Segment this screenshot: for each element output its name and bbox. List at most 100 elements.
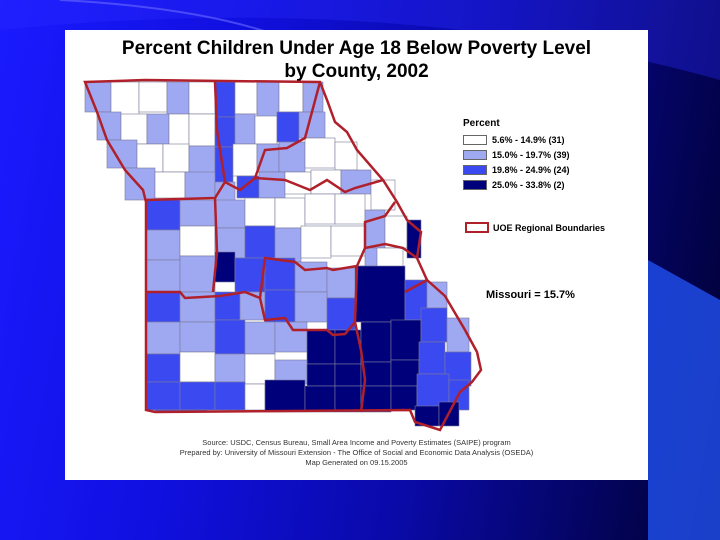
- legend-item-2: 15.0% - 19.7% (39): [463, 149, 570, 161]
- county-tile: [284, 171, 312, 195]
- county-tile: [244, 197, 276, 227]
- county-tile: [258, 171, 286, 199]
- county-tile: [136, 143, 164, 173]
- county-tile: [146, 113, 170, 145]
- county-tile: [306, 363, 336, 387]
- legend-label-4: 25.0% - 33.8% (2): [492, 180, 565, 190]
- county-tile: [384, 215, 408, 249]
- map-card: Percent Children Under Age 18 Below Pove…: [65, 30, 648, 480]
- legend-item-3: 19.8% - 24.9% (24): [463, 164, 570, 176]
- legend-swatch-3: [463, 165, 487, 175]
- county-tile: [236, 175, 260, 199]
- county-tile: [276, 111, 300, 143]
- county-tile: [254, 115, 278, 145]
- county-tile: [274, 227, 302, 263]
- region-line-6: [258, 256, 358, 299]
- county-tile: [168, 113, 190, 147]
- legend-label-1: 5.6% - 14.9% (31): [492, 135, 565, 145]
- legend-swatch-1: [463, 135, 487, 145]
- county-tile: [145, 321, 181, 355]
- county-tile: [110, 81, 140, 118]
- county-tile: [244, 353, 276, 385]
- legend-title: Percent: [463, 118, 500, 129]
- county-tile: [179, 321, 216, 353]
- county-tile: [418, 341, 446, 375]
- legend-swatch-2: [463, 150, 487, 160]
- region-line-8: [353, 321, 367, 413]
- county-tile: [214, 251, 236, 283]
- county-tile: [179, 199, 216, 227]
- county-tile: [310, 169, 342, 195]
- region-line-4: [146, 290, 356, 337]
- county-tile: [188, 113, 216, 147]
- county-tile: [145, 199, 181, 231]
- regional-boundaries: [83, 78, 483, 432]
- county-tile: [120, 113, 148, 145]
- legend-item-4: 25.0% - 33.8% (2): [463, 179, 565, 191]
- county-tile: [179, 255, 216, 293]
- county-tile: [244, 383, 266, 411]
- county-tile: [234, 81, 258, 115]
- county-tile: [390, 359, 420, 387]
- missouri-county-map: [83, 78, 483, 432]
- county-tile: [214, 353, 246, 383]
- region-line-9: [404, 278, 428, 294]
- county-tile: [264, 289, 296, 323]
- county-tile: [420, 307, 448, 343]
- county-tile: [179, 351, 216, 383]
- county-tile: [138, 81, 168, 113]
- county-tile: [244, 321, 276, 355]
- legend-swatch-4: [463, 180, 487, 190]
- county-tile: [278, 81, 304, 113]
- county-tile: [360, 321, 392, 363]
- county-tile: [145, 259, 181, 293]
- county-tile: [330, 225, 366, 257]
- county-tile: [154, 171, 186, 199]
- county-tile: [334, 193, 366, 225]
- region-line-7: [353, 242, 418, 323]
- region-line-1: [144, 176, 384, 202]
- source-line-1: Source: USDC, Census Bureau, Small Area …: [202, 438, 511, 447]
- county-tile: [256, 81, 280, 118]
- county-tile: [354, 265, 406, 323]
- county-tile: [188, 81, 216, 115]
- county-tile: [326, 267, 358, 299]
- county-tile: [264, 379, 306, 413]
- county-tile: [244, 225, 276, 259]
- county-tile: [360, 385, 392, 413]
- county-tile: [84, 81, 112, 113]
- county-tile: [304, 385, 336, 413]
- county-tile: [124, 167, 156, 201]
- county-tile: [390, 385, 418, 411]
- state-average-label: Missouri = 15.7%: [486, 289, 575, 301]
- map-title-line2: by County, 2002: [284, 61, 429, 82]
- county-tile: [334, 363, 362, 387]
- county-tile: [179, 225, 216, 257]
- legend-item-1: 5.6% - 14.9% (31): [463, 134, 565, 146]
- county-tile: [264, 257, 296, 291]
- county-tile: [304, 137, 336, 169]
- source-line-3: Map Generated on 09.15.2005: [305, 458, 408, 467]
- county-tile: [162, 143, 190, 173]
- county-tile: [145, 381, 181, 411]
- county-tile: [274, 197, 306, 229]
- county-tile: [306, 329, 336, 365]
- legend-label-3: 19.8% - 24.9% (24): [492, 165, 570, 175]
- county-tile: [214, 199, 246, 229]
- county-tile: [232, 143, 258, 177]
- county-tiles: [84, 81, 472, 427]
- county-tile: [145, 291, 181, 323]
- county-tile: [300, 225, 332, 259]
- county-tile: [234, 113, 256, 145]
- source-line-2: Prepared by: University of Missouri Exte…: [179, 448, 534, 457]
- county-tile: [390, 319, 422, 361]
- county-tile: [340, 169, 372, 195]
- state-outline: [83, 78, 483, 432]
- county-tile: [304, 193, 336, 225]
- county-tile: [145, 353, 181, 383]
- county-tile: [446, 317, 470, 353]
- county-tile: [184, 171, 216, 199]
- legend-boundary-swatch: [465, 222, 489, 233]
- region-line-3: [253, 81, 322, 179]
- county-tile: [234, 257, 266, 293]
